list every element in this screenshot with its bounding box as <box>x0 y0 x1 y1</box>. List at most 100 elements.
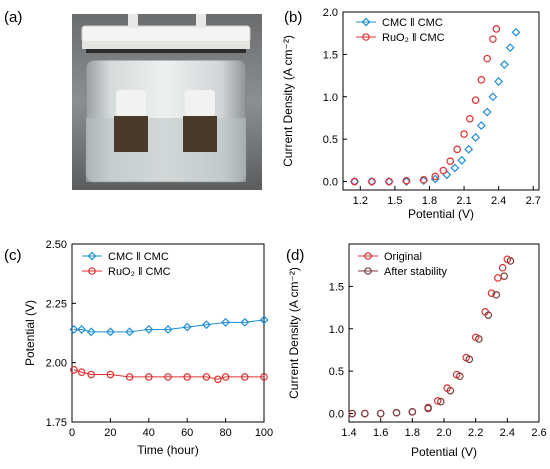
data-point <box>437 397 445 406</box>
legend-label: CMC ‖ CMC <box>108 251 169 263</box>
panel-d: (d) 1.4 1.6 1.8 2.0 2.2 2.4 2.6 0.0 0.5 1.0 1.5 Pot… <box>286 243 547 459</box>
x-axis-label: Potential (V) <box>411 445 477 459</box>
data-point <box>471 96 480 104</box>
data-point <box>87 370 96 379</box>
y-tick-label: 2.50 <box>46 239 67 251</box>
series-1 <box>350 27 521 186</box>
x-tick-label: 60 <box>181 427 193 439</box>
data-point <box>476 121 486 131</box>
legend-label: CMC ‖ CMC <box>382 17 443 29</box>
data-point <box>241 373 249 381</box>
plot-frame-b <box>342 11 540 191</box>
data-point <box>221 373 230 381</box>
data-point <box>487 289 496 297</box>
legend-marker <box>361 17 371 27</box>
data-point <box>69 324 79 334</box>
data-point <box>511 27 521 37</box>
data-point <box>492 291 501 299</box>
data-point <box>106 370 115 379</box>
y-tick-label: 0.5 <box>323 134 338 146</box>
y-axis-label: Current Density (A cm⁻²) <box>287 267 301 399</box>
x-axis-label: Time (hour) <box>137 443 199 457</box>
data-point <box>500 272 508 281</box>
panel-a: (a) <box>4 9 262 190</box>
data-point <box>453 145 461 154</box>
data-point <box>446 386 455 395</box>
y-tick-label: 1.5 <box>329 281 344 293</box>
data-point <box>361 409 369 418</box>
data-point <box>105 327 115 337</box>
panel-letter-b: (b) <box>284 9 302 26</box>
data-point <box>431 172 440 181</box>
data-point <box>202 373 211 381</box>
x-tick-label: 0 <box>69 427 75 439</box>
series-2 <box>350 25 501 186</box>
data-point <box>475 335 483 343</box>
data-point <box>408 408 417 416</box>
y-tick-label: 2.00 <box>46 358 67 370</box>
y-axis-label: Current Density (A cm⁻²) <box>281 35 295 167</box>
data-point <box>145 373 153 381</box>
data-point <box>183 373 192 381</box>
data-point <box>433 397 442 405</box>
x-tick-label: 2.0 <box>436 427 451 439</box>
data-point <box>419 176 428 184</box>
x-tick-label: 2.7 <box>526 195 541 207</box>
data-point <box>424 404 432 413</box>
y-tick-label: 0.5 <box>329 366 344 378</box>
data-point <box>464 144 474 154</box>
data-point <box>240 317 250 327</box>
panel-b: (b) 1.2 1.5 1.8 2.1 2.4 2.7 0.0 0.5 1.0 1.5 2.0 Pot… <box>281 7 541 221</box>
data-point <box>163 324 173 334</box>
data-point <box>77 368 86 376</box>
series-2 <box>70 365 268 384</box>
data-point <box>488 92 498 102</box>
y-tick-label: 0.0 <box>323 177 338 189</box>
data-point <box>505 43 515 53</box>
x-tick-label: 2.1 <box>456 195 471 207</box>
y-tick-label: 1.5 <box>323 49 338 61</box>
series-1 <box>69 315 269 337</box>
data-point <box>471 132 481 142</box>
data-point <box>466 115 474 123</box>
data-point <box>439 166 448 175</box>
x-tick-label: 1.4 <box>341 427 356 439</box>
panel-letter-c: (c) <box>4 247 22 264</box>
y-tick-label: 2.0 <box>323 7 338 19</box>
x-tick-label: 1.8 <box>405 427 420 439</box>
data-point <box>259 315 269 325</box>
y-tick-label: 1.0 <box>323 92 338 104</box>
series-1 <box>348 255 512 418</box>
legend-marker <box>362 33 370 41</box>
legend-marker <box>364 252 372 260</box>
data-point <box>446 157 455 165</box>
panel-letter-a: (a) <box>4 9 22 26</box>
x-tick-label: 1.6 <box>373 427 388 439</box>
legend-marker <box>364 267 372 275</box>
data-point <box>125 373 134 381</box>
x-tick-label: 2.2 <box>468 427 483 439</box>
x-tick-label: 80 <box>219 427 231 439</box>
data-point <box>442 170 452 180</box>
data-point <box>201 320 211 330</box>
data-point <box>214 375 222 384</box>
y-tick-label: 1.75 <box>46 417 67 429</box>
series-2 <box>348 257 515 418</box>
data-point <box>419 176 429 186</box>
data-point <box>482 107 492 117</box>
data-point <box>368 177 376 186</box>
data-point <box>348 409 356 418</box>
data-point <box>221 317 231 327</box>
series-line <box>73 369 264 380</box>
legend-marker <box>87 251 97 261</box>
y-axis-label: Potential (V) <box>23 300 37 366</box>
data-point <box>164 373 172 381</box>
series-line <box>73 319 265 333</box>
data-point <box>483 54 491 63</box>
y-tick-label: 2.25 <box>46 298 67 310</box>
data-point <box>376 409 385 418</box>
data-point <box>484 311 493 320</box>
data-point <box>465 355 474 364</box>
data-point <box>402 176 411 185</box>
legend-label: After stability <box>384 266 447 278</box>
